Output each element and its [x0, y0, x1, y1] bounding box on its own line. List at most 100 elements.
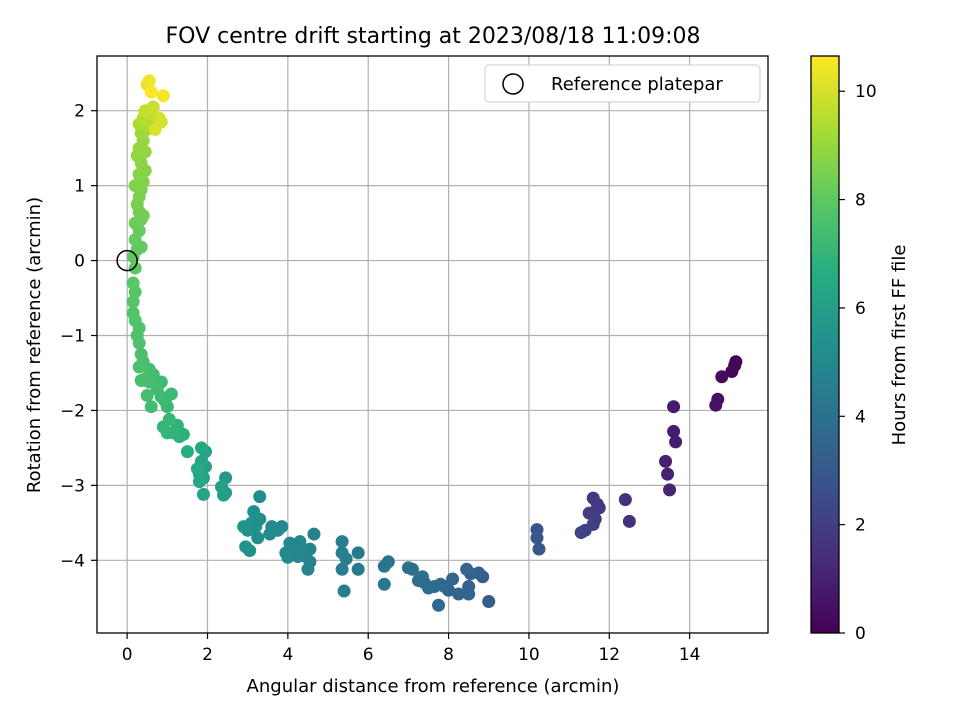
x-tick-label: 14: [679, 645, 701, 665]
data-point: [134, 347, 148, 361]
y-tick-label: 1: [74, 177, 85, 197]
data-point: [462, 587, 476, 601]
data-point: [134, 373, 148, 387]
data-point: [351, 562, 365, 576]
colorbar-tick-label: 0: [855, 624, 866, 644]
y-tick-label: 2: [74, 102, 85, 122]
legend-marker-reference: [502, 73, 524, 95]
data-point: [126, 276, 140, 290]
data-point: [263, 527, 277, 541]
data-point: [335, 546, 349, 560]
data-point: [283, 536, 297, 550]
data-point: [237, 520, 251, 534]
data-point: [432, 598, 446, 612]
data-point: [144, 400, 158, 414]
data-point: [460, 562, 474, 576]
data-point: [126, 306, 140, 320]
data-point: [401, 561, 415, 575]
x-tick-label: 0: [122, 645, 133, 665]
data-point: [142, 74, 156, 88]
x-tick-label: 8: [443, 645, 454, 665]
data-point: [156, 89, 170, 103]
data-point: [251, 531, 265, 545]
y-tick-label: −1: [60, 327, 85, 347]
data-point: [215, 480, 229, 494]
data-point: [667, 424, 681, 438]
data-point: [618, 493, 632, 507]
y-tick-label: −3: [60, 476, 85, 496]
legend-box: [484, 64, 761, 103]
colorbar-tick-label: 2: [855, 516, 866, 536]
data-point: [661, 467, 675, 481]
data-point: [715, 370, 729, 384]
data-point: [574, 526, 588, 540]
data-point: [239, 540, 253, 554]
data-point: [180, 445, 194, 459]
data-point: [335, 562, 349, 576]
data-point: [194, 441, 208, 455]
data-point: [301, 562, 315, 576]
data-points: [116, 74, 743, 612]
data-point: [190, 462, 204, 476]
y-tick-label: −4: [60, 551, 85, 571]
data-point: [452, 587, 466, 601]
data-point: [377, 577, 391, 591]
legend: Reference platepar: [484, 64, 761, 103]
data-point: [351, 546, 365, 560]
x-axis-label: Angular distance from reference (arcmin): [247, 676, 620, 697]
data-point: [162, 412, 176, 426]
colorbar-tick-label: 8: [855, 191, 866, 211]
colorbar-ticks: 0 2 4 6 8 10: [839, 82, 877, 644]
colorbar-gradient: [810, 55, 840, 634]
data-point: [709, 398, 723, 412]
data-point: [196, 487, 210, 501]
data-point: [622, 514, 636, 528]
colorbar: 0 2 4 6 8 10 Hours from first FF file: [810, 55, 910, 644]
data-point: [337, 584, 351, 598]
x-tick-label: 4: [282, 645, 293, 665]
data-point: [377, 559, 391, 573]
x-tick-label: 10: [518, 645, 540, 665]
data-point: [253, 490, 267, 504]
data-point: [725, 364, 739, 378]
data-point: [482, 595, 496, 609]
colorbar-tick-label: 10: [855, 82, 877, 102]
data-point: [140, 388, 154, 402]
y-tick-label: 0: [74, 252, 85, 272]
data-point: [279, 546, 293, 560]
colorbar-tick-label: 6: [855, 299, 866, 319]
colorbar-tick-label: 4: [855, 407, 866, 427]
colorbar-label: Hours from first FF file: [889, 245, 910, 446]
data-point: [247, 505, 261, 519]
x-tick-label: 12: [598, 645, 620, 665]
data-point: [146, 100, 160, 114]
x-tick-label: 2: [202, 645, 213, 665]
data-point: [136, 209, 150, 223]
x-tick-label: 6: [363, 645, 374, 665]
data-point: [192, 475, 206, 489]
data-point: [411, 574, 425, 588]
data-point: [663, 483, 677, 497]
grid: [97, 56, 768, 633]
data-point: [667, 400, 681, 414]
data-point: [144, 85, 158, 99]
chart-title: FOV centre drift starting at 2023/08/18 …: [166, 24, 701, 49]
y-axis-label: Rotation from reference (arcmin): [24, 197, 45, 493]
reference-platepar-marker: [116, 249, 138, 272]
y-tick-label: −2: [60, 401, 85, 421]
data-point: [307, 527, 321, 541]
legend-label-reference: Reference platepar: [551, 74, 723, 95]
data-point: [530, 531, 544, 545]
data-point: [335, 535, 349, 549]
data-point: [669, 435, 683, 449]
data-point: [659, 454, 673, 468]
plot-frame: [96, 55, 769, 634]
data-point: [148, 122, 162, 136]
data-point: [128, 261, 142, 275]
data-point: [592, 501, 606, 515]
data-point: [532, 542, 546, 556]
data-point: [132, 360, 146, 374]
data-point: [126, 295, 140, 309]
